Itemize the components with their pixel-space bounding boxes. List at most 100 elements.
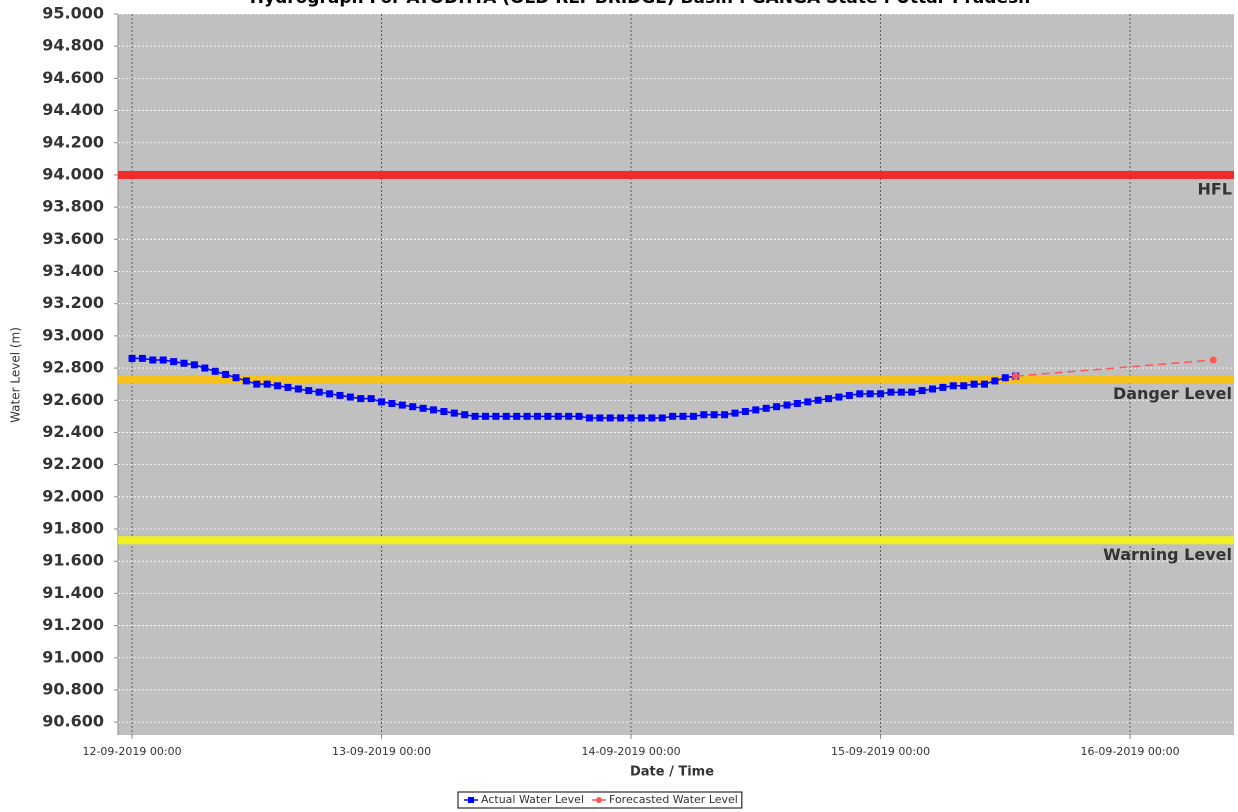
- data-point: [544, 412, 552, 420]
- data-point: [159, 356, 167, 364]
- data-point: [346, 393, 354, 401]
- data-point: [284, 383, 292, 391]
- data-point: [793, 399, 801, 407]
- reference-label: Warning Level: [1103, 545, 1232, 564]
- data-point: [741, 408, 749, 416]
- data-point: [565, 412, 573, 420]
- data-point: [554, 412, 562, 420]
- data-point: [294, 385, 302, 393]
- x-tick-label: 12-09-2019 00:00: [82, 745, 181, 758]
- data-point: [222, 371, 230, 378]
- data-point: [700, 411, 708, 419]
- data-point: [814, 396, 822, 404]
- data-point: [762, 404, 770, 412]
- data-point: [960, 382, 968, 390]
- data-point: [336, 391, 344, 399]
- data-point: [627, 414, 635, 422]
- reference-line: [118, 375, 1234, 384]
- data-point: [585, 414, 593, 422]
- x-tick-label: 14-09-2019 00:00: [581, 745, 680, 758]
- x-tick-label: 15-09-2019 00:00: [831, 745, 930, 758]
- y-tick-label: 92.800: [42, 358, 104, 377]
- y-tick-label: 93.400: [42, 261, 104, 280]
- data-point: [242, 377, 250, 385]
- y-tick-label: 94.800: [42, 36, 104, 55]
- data-point: [752, 406, 760, 414]
- data-point: [877, 390, 885, 398]
- y-tick-label: 92.200: [42, 454, 104, 473]
- data-point: [492, 412, 500, 420]
- data-point: [170, 358, 178, 366]
- data-point: [710, 411, 718, 419]
- data-point: [648, 414, 656, 422]
- data-point: [357, 395, 365, 403]
- data-point: [326, 390, 334, 398]
- x-axis-label: Date / Time: [630, 765, 714, 780]
- data-point: [783, 401, 791, 409]
- data-point: [731, 409, 739, 417]
- y-tick-label: 91.400: [42, 583, 104, 602]
- y-tick-label: 91.600: [42, 551, 104, 570]
- y-tick-label: 92.600: [42, 390, 104, 409]
- data-point: [721, 411, 729, 419]
- data-point: [128, 354, 136, 362]
- y-tick-label: 93.800: [42, 197, 104, 216]
- y-tick-label: 90.800: [42, 679, 104, 698]
- data-point: [232, 374, 240, 382]
- data-point: [887, 388, 895, 396]
- data-point: [149, 356, 157, 364]
- plot-area: [118, 14, 1234, 735]
- data-point: [918, 387, 926, 395]
- legend-marker: [468, 797, 474, 803]
- data-point: [939, 383, 947, 391]
- data-point: [669, 412, 677, 420]
- chart-title: Hydrograph For AYODHYA (OLD RLY BRIDGE) …: [250, 0, 1030, 8]
- data-point: [180, 359, 188, 367]
- reference-line: [118, 170, 1234, 179]
- reference-line: [118, 536, 1234, 545]
- data-point: [606, 414, 614, 422]
- data-point: [897, 388, 905, 396]
- data-point: [378, 398, 386, 406]
- data-point: [980, 380, 988, 388]
- data-point: [804, 398, 812, 406]
- y-tick-label: 95.000: [42, 4, 104, 23]
- y-tick-label: 91.800: [42, 519, 104, 538]
- reference-label: Danger Level: [1113, 384, 1232, 403]
- data-point: [1001, 374, 1009, 382]
- data-point: [689, 412, 697, 420]
- y-tick-label: 94.000: [42, 164, 104, 183]
- y-tick-label: 94.200: [42, 132, 104, 151]
- y-tick-label: 93.000: [42, 325, 104, 344]
- data-point: [1209, 356, 1217, 364]
- data-point: [263, 380, 271, 388]
- data-point: [523, 412, 531, 420]
- data-point: [471, 412, 479, 420]
- data-point: [419, 404, 427, 412]
- data-point: [138, 354, 146, 362]
- y-tick-label: 93.200: [42, 293, 104, 312]
- data-point: [367, 395, 375, 403]
- data-point: [991, 377, 999, 385]
- data-point: [461, 411, 469, 419]
- x-tick-label: 16-09-2019 00:00: [1080, 745, 1179, 758]
- y-tick-label: 92.400: [42, 422, 104, 441]
- y-tick-label: 94.400: [42, 100, 104, 119]
- data-point: [596, 414, 604, 422]
- data-point: [315, 388, 323, 396]
- data-point: [253, 380, 261, 388]
- data-point: [481, 412, 489, 420]
- y-tick-label: 91.200: [42, 615, 104, 634]
- legend-label: Actual Water Level: [481, 793, 584, 806]
- y-tick-label: 94.600: [42, 68, 104, 87]
- data-point: [866, 390, 874, 398]
- data-point: [388, 399, 396, 407]
- data-point: [845, 391, 853, 399]
- data-point: [835, 393, 843, 401]
- y-tick-label: 92.000: [42, 486, 104, 505]
- data-point: [679, 412, 687, 420]
- data-point: [430, 406, 438, 414]
- data-point: [856, 390, 864, 398]
- data-point: [274, 382, 282, 390]
